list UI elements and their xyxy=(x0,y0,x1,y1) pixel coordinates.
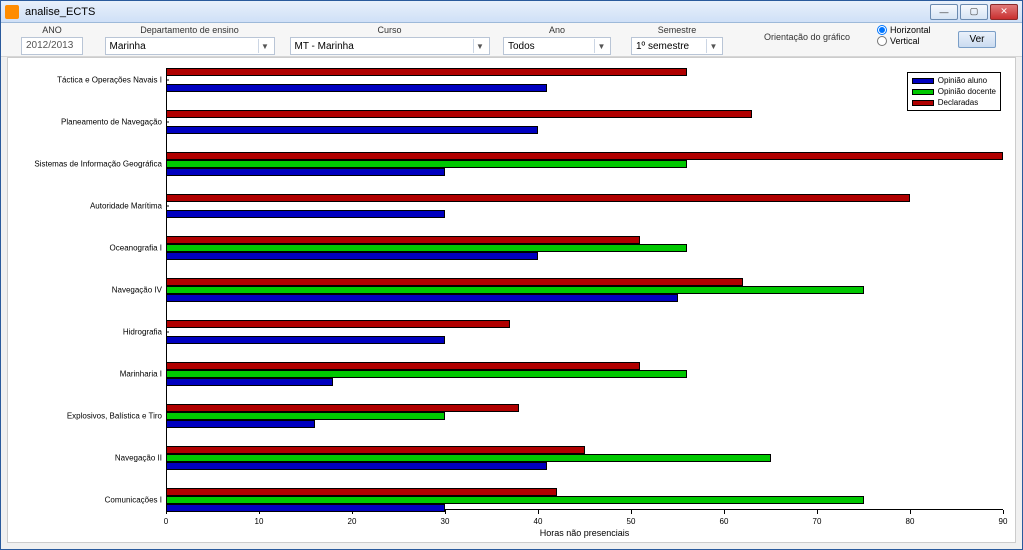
dept-select[interactable]: Marinha ▼ xyxy=(105,37,275,55)
anocol-label: Ano xyxy=(549,25,565,37)
x-tick-label: 80 xyxy=(895,517,925,526)
x-tick-label: 0 xyxy=(151,517,181,526)
category-label: Oceanografia I xyxy=(110,244,166,253)
bar xyxy=(166,68,687,76)
bar xyxy=(166,336,445,344)
bar xyxy=(166,446,585,454)
anocol-value: Todos xyxy=(508,41,535,52)
bar xyxy=(166,462,547,470)
bar xyxy=(166,252,538,260)
orient-label: Orientação do gráfico xyxy=(764,25,850,49)
bar xyxy=(166,286,864,294)
legend-label: Opinião aluno xyxy=(938,76,987,85)
plot: Opinião aluno Opinião docente Declaradas… xyxy=(166,70,1003,510)
x-tick-label: 50 xyxy=(616,517,646,526)
chevron-down-icon: ▼ xyxy=(706,39,720,53)
category-label: Táctica e Operações Navais I xyxy=(57,76,166,85)
bar xyxy=(166,194,910,202)
category-label: Navegação IV xyxy=(112,286,166,295)
x-tick-label: 40 xyxy=(523,517,553,526)
bar xyxy=(166,152,1003,160)
bar xyxy=(166,488,557,496)
ano-label: ANO xyxy=(42,25,62,37)
orient-vertical-radio[interactable]: Vertical xyxy=(877,36,957,46)
bar xyxy=(166,412,445,420)
category-label: Autoridade Marítima xyxy=(90,202,166,211)
bar xyxy=(166,126,538,134)
legend-label: Declaradas xyxy=(938,98,978,107)
curso-value: MT - Marinha xyxy=(295,41,354,52)
orient-horizontal-radio[interactable]: Horizontal xyxy=(877,25,957,35)
bar xyxy=(166,210,445,218)
sem-label: Semestre xyxy=(658,25,697,37)
x-tick-label: 20 xyxy=(337,517,367,526)
legend-swatch xyxy=(912,78,934,84)
sem-value: 1º semestre xyxy=(636,41,689,52)
bar xyxy=(166,420,315,428)
bar xyxy=(166,378,333,386)
bar xyxy=(166,278,743,286)
app-icon xyxy=(5,5,19,19)
legend: Opinião aluno Opinião docente Declaradas xyxy=(907,72,1001,111)
legend-swatch xyxy=(912,89,934,95)
bar xyxy=(166,362,640,370)
chart-area: Opinião aluno Opinião docente Declaradas… xyxy=(7,57,1016,543)
chevron-down-icon: ▼ xyxy=(594,39,608,53)
window-title: analise_ECTS xyxy=(25,6,930,18)
category-label: Marinharia I xyxy=(120,370,166,379)
x-tick-label: 10 xyxy=(244,517,274,526)
x-axis-title: Horas não presenciais xyxy=(540,528,630,538)
filter-bar: ANO 2012/2013 Departamento de ensino Mar… xyxy=(1,23,1022,57)
close-button[interactable]: ✕ xyxy=(990,4,1018,20)
x-tick-label: 60 xyxy=(709,517,739,526)
ver-button[interactable]: Ver xyxy=(958,31,995,48)
chevron-down-icon: ▼ xyxy=(258,39,272,53)
category-label: Sistemas de Informação Geográfica xyxy=(34,160,166,169)
maximize-button[interactable]: ▢ xyxy=(960,4,988,20)
category-label: Explosivos, Balística e Tiro xyxy=(67,412,166,421)
bar xyxy=(166,244,687,252)
chevron-down-icon: ▼ xyxy=(473,39,487,53)
x-tick-label: 90 xyxy=(988,517,1018,526)
bar xyxy=(166,404,519,412)
ano-field[interactable]: 2012/2013 xyxy=(21,37,83,55)
bar xyxy=(166,496,864,504)
legend-label: Opinião docente xyxy=(938,87,996,96)
x-tick-label: 70 xyxy=(802,517,832,526)
curso-select[interactable]: MT - Marinha ▼ xyxy=(290,37,490,55)
category-label: Navegação II xyxy=(115,454,166,463)
bar xyxy=(166,320,510,328)
category-label: Planeamento de Navegação xyxy=(61,118,166,127)
sem-select[interactable]: 1º semestre ▼ xyxy=(631,37,723,55)
orient-group: Horizontal Vertical xyxy=(877,25,957,46)
category-label: Comunicações I xyxy=(105,496,166,505)
legend-swatch xyxy=(912,100,934,106)
window-controls: — ▢ ✕ xyxy=(930,4,1018,20)
category-label: Hidrografia xyxy=(123,328,166,337)
window: analise_ECTS — ▢ ✕ ANO 2012/2013 Departa… xyxy=(0,0,1023,550)
minimize-button[interactable]: — xyxy=(930,4,958,20)
x-tick-label: 30 xyxy=(430,517,460,526)
bar xyxy=(166,160,687,168)
curso-label: Curso xyxy=(377,25,401,37)
dept-label: Departamento de ensino xyxy=(140,25,239,37)
anocol-select[interactable]: Todos ▼ xyxy=(503,37,611,55)
bar xyxy=(166,454,771,462)
titlebar: analise_ECTS — ▢ ✕ xyxy=(1,1,1022,23)
dept-value: Marinha xyxy=(110,41,146,52)
bar xyxy=(166,236,640,244)
bar xyxy=(166,504,445,512)
bar xyxy=(166,84,547,92)
bar xyxy=(166,168,445,176)
bar xyxy=(166,294,678,302)
bar xyxy=(166,110,752,118)
bar xyxy=(166,370,687,378)
